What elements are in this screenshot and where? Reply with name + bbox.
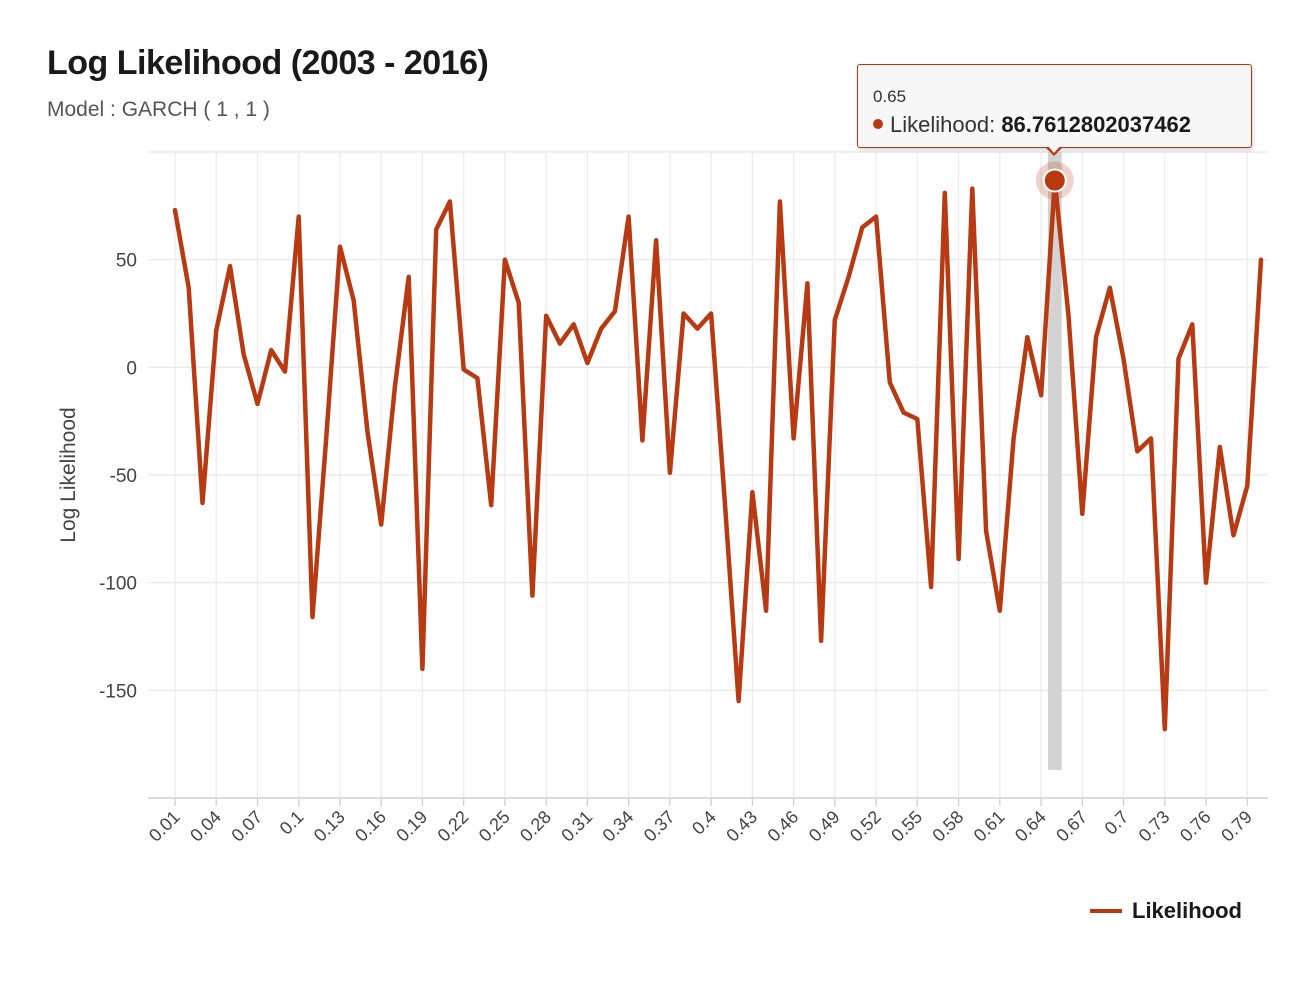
x-tick-label: 0.43	[722, 807, 761, 846]
y-tick-label: -100	[99, 574, 137, 595]
x-tick-label: 0.1	[276, 807, 308, 839]
series-line-likelihood	[172, 178, 1264, 732]
x-tick-label: 0.25	[475, 807, 514, 846]
y-tick-label: -150	[99, 681, 137, 702]
grid-layer	[148, 151, 1268, 799]
x-tick-label: 0.76	[1176, 807, 1215, 846]
tooltip-series-value: 86.7612802037462	[1001, 112, 1191, 137]
x-tick-label: 0.7	[1101, 807, 1133, 839]
x-tick-label: 0.01	[145, 807, 184, 846]
series-layer	[172, 178, 1264, 732]
legend-line-icon	[1090, 909, 1122, 913]
y-tick-label: -50	[110, 466, 137, 487]
legend[interactable]: Likelihood	[1090, 898, 1242, 924]
tooltip-series-row: Likelihood: 86.7612802037462	[873, 112, 1191, 138]
hover-tooltip: 0.65 Likelihood: 86.7612802037462	[857, 64, 1252, 156]
x-tick-label: 0.67	[1052, 807, 1091, 846]
x-tick-label: 0.4	[688, 807, 720, 839]
x-tick-label: 0.07	[227, 807, 266, 846]
y-tick-label: 50	[116, 251, 137, 272]
hover-point-marker	[1042, 168, 1067, 193]
highlight-layer	[1047, 152, 1062, 770]
y-axis-title: Log Likelihood	[57, 407, 80, 542]
x-tick-label: 0.49	[805, 807, 844, 846]
point-layer	[1035, 161, 1074, 200]
hover-highlight-band	[1047, 152, 1062, 770]
x-tick-label: 0.52	[846, 807, 885, 846]
legend-label-likelihood[interactable]: Likelihood	[1132, 898, 1242, 923]
x-tick-label: 0.19	[392, 807, 431, 846]
tooltip-x-value: 0.65	[873, 87, 907, 106]
x-tick-label: 0.61	[970, 807, 1009, 846]
x-tick-label: 0.13	[310, 807, 349, 846]
x-tick-label: 0.34	[599, 807, 638, 846]
y-tick-label: 0	[126, 358, 137, 379]
x-tick-label: 0.37	[640, 807, 679, 846]
x-tick-label: 0.22	[434, 807, 473, 846]
x-tick-label: 0.28	[516, 807, 555, 846]
x-tick-label: 0.64	[1011, 807, 1050, 846]
tooltip-series-label: Likelihood:	[890, 112, 996, 137]
x-tick-label: 0.58	[928, 807, 967, 846]
chart-subtitle: Model : GARCH ( 1 , 1 )	[47, 98, 270, 121]
tooltip-arrow-inner	[1047, 145, 1061, 153]
x-tick-label: 0.73	[1135, 807, 1174, 846]
x-tick-label: 0.04	[186, 807, 225, 846]
x-tick-label: 0.55	[887, 807, 926, 846]
tooltip-series-dot-icon	[873, 119, 883, 130]
x-tick-label: 0.46	[764, 807, 803, 846]
chart-title: Log Likelihood (2003 - 2016)	[47, 44, 489, 82]
x-tick-label: 0.16	[351, 807, 390, 846]
x-tick-label: 0.79	[1217, 807, 1256, 846]
x-tick-label: 0.31	[557, 807, 596, 846]
